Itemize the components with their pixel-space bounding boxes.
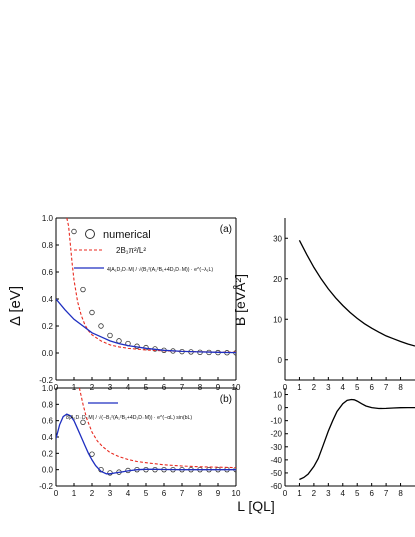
x-tick-label: 0 (283, 489, 288, 498)
x-tick-label: 9 (216, 489, 221, 498)
y-tick-label: -10 (270, 417, 282, 426)
x-tick-label: 5 (355, 383, 360, 392)
legend-formula-label: 8|A₁D₋D₋M| / √(−B₁²(A₁²B₁+4D₁D₋M)) · e^(… (66, 414, 192, 421)
y-tick-label: 0 (278, 404, 283, 413)
y-tick-label: 10 (273, 391, 282, 400)
x-tick-label: 4 (126, 489, 131, 498)
y-tick-label: -0.2 (39, 482, 53, 491)
solid-curve (298, 240, 415, 347)
data-point (107, 332, 113, 339)
y-tick-label: -20 (270, 430, 282, 439)
legend-circle-marker (85, 229, 95, 239)
x-tick-label: 7 (384, 489, 389, 498)
x-axis-label: L [QL] (237, 498, 275, 514)
y-tick-label: 1.0 (42, 384, 54, 393)
y-tick-label: 0.0 (42, 349, 54, 358)
y-tick-label: 0.6 (42, 417, 54, 426)
data-point (89, 451, 95, 457)
x-tick-label: 0 (54, 489, 59, 498)
data-point (89, 309, 95, 316)
y-tick-label: -60 (270, 482, 282, 491)
x-tick-label: 3 (108, 489, 113, 498)
legend-formula-label: 4|A₁D₁D₋M| / √(B₁²(A₁²B₁+4D₁D₋M)) · e^(−… (107, 266, 213, 273)
solid-curve (299, 398, 415, 481)
y-tick-label: -50 (270, 469, 282, 478)
x-tick-label: 3 (326, 383, 331, 392)
x-tick-label: 8 (198, 489, 203, 498)
x-tick-label: 2 (312, 489, 317, 498)
x-tick-label: 2 (312, 383, 317, 392)
data-point (98, 323, 104, 329)
y-tick-label: 0.4 (42, 295, 54, 304)
y-tick-label: 0.2 (42, 322, 54, 331)
x-tick-label: 3 (326, 489, 331, 498)
data-point (71, 228, 77, 235)
x-tick-label: 1 (297, 489, 302, 498)
panel-b: 0 1 2 3 4 5 6 7 8 9 10 -0.2 0.0 0.2 0.4 0.6 0.8 1.0 (b) 8|A… (39, 384, 241, 498)
x-tick-label: 1 (297, 383, 302, 392)
y-tick-label: 20 (273, 275, 282, 284)
solid-curve (56, 413, 236, 475)
plot-area (56, 217, 236, 356)
solid-curve (56, 298, 236, 354)
x-tick-label: 7 (180, 489, 185, 498)
y-axis-label-right: B [eVÅ²] (232, 274, 248, 326)
x-tick-label: 0 (283, 383, 288, 392)
x-tick-label: 6 (162, 489, 167, 498)
x-tick-label: 5 (144, 489, 149, 498)
panel-label: (a) (220, 224, 232, 235)
x-tick-label: 8 (398, 383, 403, 392)
x-tick-label: 10 (232, 489, 241, 498)
x-tick-label: 1 (72, 489, 77, 498)
data-point (80, 286, 86, 293)
y-tick-label: 0.8 (42, 241, 54, 250)
y-tick-label: -40 (270, 456, 282, 465)
dashed-curve (78, 387, 236, 469)
x-tick-label: 6 (369, 489, 374, 498)
x-tick-label: 5 (355, 489, 360, 498)
data-point (80, 419, 86, 425)
legend-numerical-label: numerical (103, 229, 151, 241)
y-axis-label-left: Δ [eV] (7, 286, 24, 326)
plot-area (299, 398, 415, 481)
panel-label: (b) (220, 394, 232, 405)
plot-area (56, 387, 236, 476)
x-tick-label: 7 (384, 383, 389, 392)
legend-dashed-label: 2B₁π²/L² (116, 246, 146, 255)
x-tick-label: 4 (341, 383, 346, 392)
y-tick-label: 0.8 (42, 400, 54, 409)
x-tick-label: 10 (232, 383, 241, 392)
y-tick-label: 0.2 (42, 449, 54, 458)
y-tick-label: -0.2 (39, 376, 53, 385)
plot-area (298, 240, 415, 347)
x-tick-label: 8 (398, 489, 403, 498)
x-tick-label: 2 (90, 489, 95, 498)
y-tick-label: -30 (270, 443, 282, 452)
y-tick-label: 0.0 (42, 466, 54, 475)
y-tick-label: 0 (278, 356, 283, 365)
panel-a: 012345678910-0.20.00.20.40.60.81.0(a)num… (39, 214, 241, 392)
y-tick-label: 30 (273, 234, 282, 243)
x-tick-label: 6 (369, 383, 374, 392)
y-tick-label: 1.0 (42, 214, 54, 223)
y-tick-label: 10 (273, 315, 282, 324)
x-tick-label: 4 (341, 489, 346, 498)
y-tick-label: 0.4 (42, 433, 54, 442)
y-tick-label: 0.6 (42, 268, 54, 277)
